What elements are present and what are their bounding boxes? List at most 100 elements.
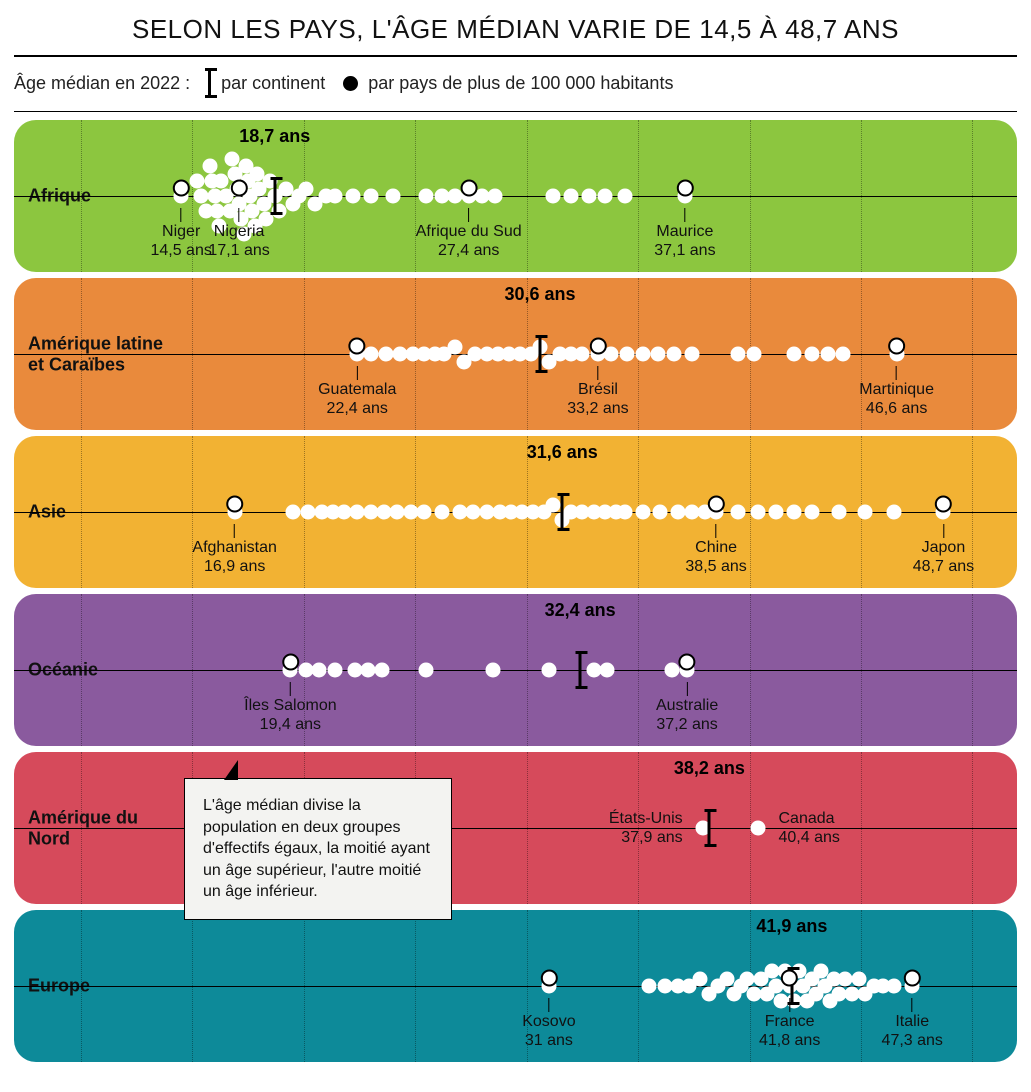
callout-ring-icon [935, 496, 952, 513]
callout-name: Afghanistan [192, 538, 277, 557]
callout: États-Unis37,9 ans [609, 809, 683, 847]
country-dot [448, 339, 463, 354]
callout: Afrique du Sud27,4 ans [416, 208, 522, 260]
callout-name: Brésil [567, 380, 628, 399]
callout-stem [912, 998, 913, 1012]
callout: Guatemala22,4 ans [318, 366, 396, 418]
country-dot [887, 979, 902, 994]
country-dot [642, 979, 657, 994]
continent-row-amnord: Amérique du Nord38,2 ansÉtats-Unis37,9 a… [14, 752, 1017, 904]
callout: Afghanistan16,9 ans [192, 524, 277, 576]
callout-value: 37,1 ans [654, 241, 715, 260]
callout-name: France [759, 1012, 820, 1031]
callout-value: 27,4 ans [416, 241, 522, 260]
continent-row-afrique: Afrique18,7 ansNiger14,5 ansNigeria17,1 … [14, 120, 1017, 272]
definition-note: L'âge médian divise la population en deu… [184, 778, 452, 920]
continent-median-value: 18,7 ans [239, 126, 310, 147]
continent-median-value: 38,2 ans [674, 758, 745, 779]
continent-median-value: 41,9 ans [756, 916, 827, 937]
country-dot [804, 347, 819, 362]
country-dot [374, 663, 389, 678]
legend-country-label: par pays de plus de 100 000 habitants [368, 73, 673, 94]
callout-stem [684, 208, 685, 222]
country-dot [653, 505, 668, 520]
country-dot [486, 663, 501, 678]
callout-value: 47,3 ans [882, 1031, 943, 1050]
callout-value: 19,4 ans [244, 715, 337, 734]
country-dot [804, 505, 819, 520]
callout-stem [239, 208, 240, 222]
legend: Âge médian en 2022 : par continent par p… [14, 57, 1017, 111]
country-dot [285, 505, 300, 520]
country-dot [419, 189, 434, 204]
country-dot [434, 505, 449, 520]
country-dot [417, 505, 432, 520]
callout: France41,8 ans [759, 998, 820, 1050]
callout-ring-icon [460, 180, 477, 197]
country-dot [604, 347, 619, 362]
callout-name: Chine [685, 538, 746, 557]
country-dot [546, 189, 561, 204]
legend-country: par pays de plus de 100 000 habitants [343, 73, 673, 94]
continent-median-bar [273, 179, 276, 213]
callout: Chine38,5 ans [685, 524, 746, 576]
callout-name: Niger [150, 222, 211, 241]
legend-intro: Âge médian en 2022 : [14, 73, 190, 94]
callout-stem [597, 366, 598, 380]
country-dot [651, 347, 666, 362]
callout-ring-icon [540, 970, 557, 987]
country-dot [746, 347, 761, 362]
country-dot [597, 189, 612, 204]
callout-value: 37,2 ans [656, 715, 718, 734]
country-dot [858, 505, 873, 520]
country-dot [312, 663, 327, 678]
callout-value: 46,6 ans [859, 399, 934, 418]
continent-median-value: 31,6 ans [527, 442, 598, 463]
axis-line [14, 828, 1017, 829]
callout-name: États-Unis [609, 809, 683, 828]
callout-ring-icon [904, 970, 921, 987]
callout-value: 40,4 ans [779, 828, 840, 847]
callout-value: 17,1 ans [208, 241, 269, 260]
callout-name: Kosovo [522, 1012, 575, 1031]
country-dot [787, 505, 802, 520]
callout-stem [896, 366, 897, 380]
country-dot [731, 505, 746, 520]
callout-ring-icon [676, 180, 693, 197]
country-dot [345, 189, 360, 204]
callout-stem [357, 366, 358, 380]
country-dot [582, 189, 597, 204]
axis-line [14, 670, 1017, 671]
callout: Niger14,5 ans [150, 208, 211, 260]
country-dot [298, 181, 313, 196]
country-dot [619, 347, 634, 362]
callout-value: 38,5 ans [685, 557, 746, 576]
country-dot [203, 159, 218, 174]
callout-stem [234, 524, 235, 538]
rule-bottom [14, 111, 1017, 112]
callout-name: Îles Salomon [244, 696, 337, 715]
country-dot [385, 189, 400, 204]
callout-ring-icon [708, 496, 725, 513]
callout-name: Canada [779, 809, 840, 828]
country-dot [731, 347, 746, 362]
callout-name: Afrique du Sud [416, 222, 522, 241]
continent-row-oceanie: Océanie32,4 ansÎles Salomon19,4 ansAustr… [14, 594, 1017, 746]
country-dot [820, 347, 835, 362]
country-dot [488, 189, 503, 204]
callout-ring-icon [173, 180, 190, 197]
callout-value: 16,9 ans [192, 557, 277, 576]
callout-stem [716, 524, 717, 538]
country-dot [327, 663, 342, 678]
legend-continent: par continent [208, 71, 325, 95]
country-dot [684, 347, 699, 362]
callout: Brésil33,2 ans [567, 366, 628, 418]
callout-ring-icon [349, 338, 366, 355]
callout-stem [181, 208, 182, 222]
bar-glyph-icon [208, 71, 211, 95]
callout: Italie47,3 ans [882, 998, 943, 1050]
continent-median-value: 30,6 ans [504, 284, 575, 305]
continent-row-europe: Europe41,9 ansKosovo31 ansFrance41,8 ans… [14, 910, 1017, 1062]
callout-name: Martinique [859, 380, 934, 399]
country-dot [363, 347, 378, 362]
